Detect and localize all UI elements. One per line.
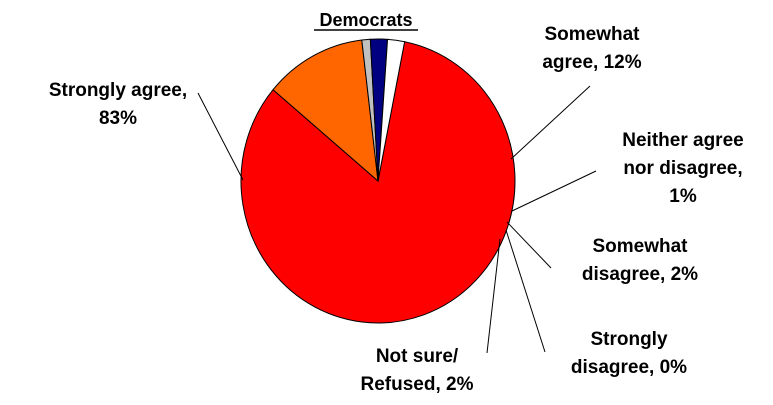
slice-label-strongly-agree: Strongly agree, 83% (49, 80, 187, 129)
slice-not-sure (377, 38, 406, 182)
leader-line-not-sure (486, 238, 501, 354)
pie-slices (240, 38, 516, 324)
leader-line-somewhat-agree (510, 85, 591, 160)
slice-label-somewhat-agree: Somewhat agree, 12% (542, 24, 641, 73)
slice-label-line: Strongly agree, (49, 80, 187, 101)
slice-label-line: Somewhat (592, 236, 688, 257)
slice-label-line: 83% (99, 108, 137, 129)
leader-line-strongly-agree (197, 92, 244, 181)
slice-label-line: Strongly (590, 329, 667, 350)
slice-label-line: disagree, 2% (582, 264, 698, 285)
slice-label-not-sure: Not sure/Refused, 2% (361, 346, 474, 395)
slice-label-line: Not sure/ (376, 346, 459, 367)
slice-label-line: Somewhat (544, 24, 640, 45)
slice-label-strongly-disagree: Strongly disagree, 0% (571, 329, 687, 378)
slice-label-neither: Neither agree nor disagree, 1% (622, 130, 743, 207)
slice-labels: Strongly agree, 83% Somewhat agree, 12% Neit… (49, 24, 744, 395)
slice-label-line: Refused, 2% (361, 374, 474, 395)
leader-line-neither (511, 170, 597, 212)
slice-label-line: agree, 12% (542, 52, 641, 73)
slice-somewhat-agree (272, 39, 379, 183)
leader-line-somewhat-disagree (506, 221, 552, 269)
chart-title: Democrats (319, 10, 412, 30)
slice-label-line: disagree, 0% (571, 357, 687, 378)
slice-label-line: 1% (669, 186, 697, 207)
slice-label-line: Neither agree (622, 130, 743, 151)
leader-line-strongly-disagree (505, 229, 546, 353)
slice-label-somewhat-disagree: Somewhat disagree, 2% (582, 236, 698, 285)
slice-label-line: nor disagree, (623, 158, 742, 179)
slice-strongly-agree (240, 41, 516, 324)
leader-lines (197, 85, 597, 354)
